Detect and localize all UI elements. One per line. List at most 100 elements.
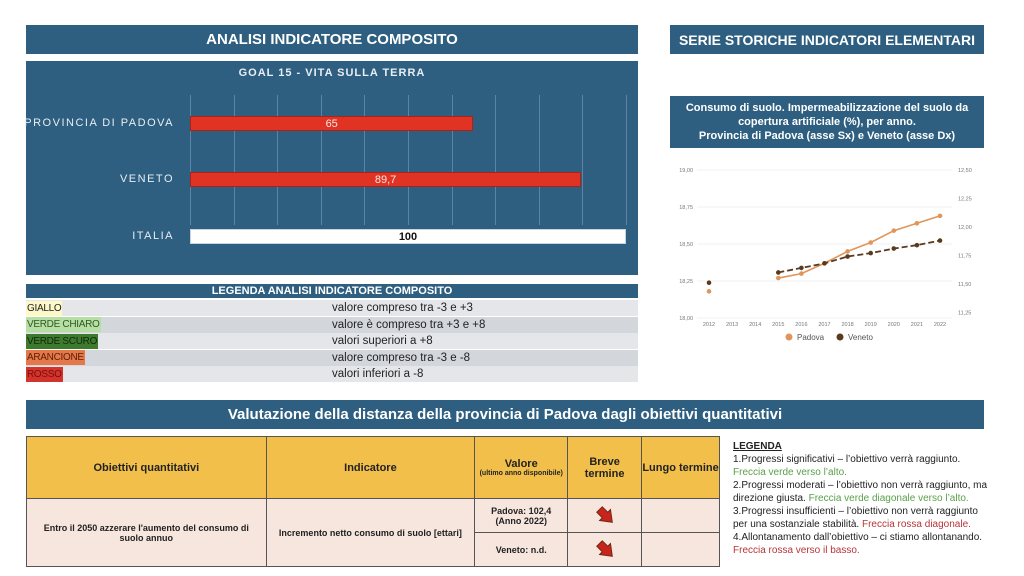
arrow-legend-arrow-description: Freccia verde verso l’alto.	[733, 467, 847, 478]
x-tick-label: 2017	[818, 322, 830, 328]
data-point-veneto	[868, 250, 873, 256]
x-tick-label: 2020	[888, 322, 900, 328]
bar-value-label: 89,7	[374, 173, 397, 186]
arrow-legend-arrow-description: Freccia verde diagonale verso l’alto.	[808, 493, 969, 504]
legend-color-name: VERDE CHIARO	[26, 317, 101, 332]
header-short-term: Breve termine	[567, 436, 643, 499]
long-term-cell-veneto	[641, 532, 720, 567]
data-point-veneto	[822, 261, 827, 266]
y-left-tick-label: 18,25	[679, 279, 693, 285]
arrow-legend-text: 2.Progressi moderati – l’obiettivo non v…	[733, 480, 988, 504]
value-cell-padova: Padova: 102,4 (Anno 2022)	[474, 498, 569, 533]
short-term-cell-veneto	[567, 532, 643, 567]
bar-chart-title: GOAL 15 - VITA SULLA TERRA	[238, 67, 426, 79]
objectives-table: Obiettivi quantitativi Indicatore Valore…	[26, 436, 720, 567]
arrow-legend: LEGENDA 1.Progressi significativi – l’ob…	[733, 440, 995, 557]
bar-gridline	[408, 95, 409, 225]
bar: 100	[190, 229, 626, 244]
legend-color-name: ROSSO	[26, 366, 63, 382]
data-point-padova	[891, 228, 897, 233]
value-cell-veneto: Veneto: n.d.	[474, 532, 569, 567]
header-value: Valore (ultimo anno disponibile)	[474, 436, 569, 499]
data-point-padova	[776, 275, 781, 281]
header-value-sublabel: (ultimo anno disponibile)	[479, 470, 563, 477]
bar: 89,7	[190, 172, 582, 187]
data-point-padova	[706, 289, 712, 294]
legend-row: ARANCIONE valore compreso tra -3 e -8	[26, 349, 638, 366]
line-chart-title-line: Provincia di Padova (asse Sx) e Veneto (…	[698, 130, 956, 142]
x-tick-label: 2015	[772, 322, 784, 328]
series-line-veneto	[778, 239, 941, 274]
legend-row: VERDE CHIARO valore è compreso tra +3 e +…	[26, 316, 638, 333]
bar-value-label: 100	[398, 230, 418, 243]
bar-category-label: ITALIA	[132, 230, 174, 242]
y-left-tick-label: 18,00	[679, 316, 693, 322]
data-point-padova	[914, 220, 920, 226]
arrow-legend-arrow-description: Freccia rossa verso il basso.	[733, 545, 860, 556]
x-tick-label: 2012	[703, 322, 715, 328]
legend-label-padova: Padova	[797, 333, 825, 342]
arrow-legend-item: 1.Progressi significativi – l’obiettivo …	[733, 453, 995, 479]
table-row: Entro il 2050 azzerare l'aumento del con…	[26, 498, 720, 567]
composite-analysis-title: ANALISI INDICATORE COMPOSITO	[26, 25, 638, 54]
data-point-padova	[868, 240, 873, 245]
y-left-tick-label: 19,00	[679, 168, 693, 174]
y-left-tick-label: 18,75	[679, 205, 693, 211]
line-chart-title: Consumo di suolo. Impermeabilizzazione d…	[670, 96, 984, 148]
bar-gridline	[626, 95, 627, 225]
arrow-legend-item: 3.Progressi insufficienti – l’obiettivo …	[733, 505, 995, 531]
data-point-veneto	[891, 246, 897, 251]
y-left-tick-label: 18,50	[679, 242, 693, 248]
short-term-cell-padova	[567, 498, 643, 533]
composite-bar-chart: GOAL 15 - VITA SULLA TERRA PROVINCIA DI …	[24, 61, 638, 275]
y-right-tick-label: 12,25	[958, 196, 972, 202]
red-diagonal-down-arrow-icon	[595, 539, 613, 557]
header-long-term: Lungo termine	[641, 436, 720, 499]
arrow-legend-arrow-description: Freccia rossa diagonale.	[861, 519, 971, 530]
x-tick-label: 2016	[795, 322, 807, 328]
red-diagonal-down-arrow-icon	[595, 505, 613, 523]
data-point-veneto	[776, 270, 781, 275]
legend-description: valore è compreso tra +3 e +8	[332, 318, 486, 331]
bar-gridline	[320, 95, 322, 225]
legend-marker-veneto	[836, 333, 844, 341]
y-right-tick-label: 11,50	[958, 282, 971, 288]
bar-gridline	[582, 95, 584, 225]
objective-cell: Entro il 2050 azzerare l'aumento del con…	[26, 498, 267, 567]
y-right-tick-label: 11,25	[958, 310, 971, 316]
data-point-padova	[799, 271, 804, 276]
header-value-label: Valore	[504, 458, 538, 470]
line-chart-title-line: Consumo di suolo. Impermeabilizzazione d…	[685, 102, 969, 114]
arrow-legend-item: 2.Progressi moderati – l’obiettivo non v…	[733, 479, 995, 505]
long-term-cell-padova	[641, 498, 720, 533]
legend-color-name: GIALLO	[26, 300, 63, 316]
bar-gridline	[495, 95, 497, 225]
x-tick-label: 2022	[934, 322, 946, 328]
arrow-legend-text: 1.Progressi significativi – l’obiettivo …	[733, 454, 961, 465]
arrow-legend-items: 1.Progressi significativi – l’obiettivo …	[733, 453, 995, 557]
x-tick-label: 2019	[865, 322, 877, 328]
bar-category-label: VENETO	[119, 173, 174, 185]
series-line-padova	[778, 215, 941, 279]
legend-marker-padova	[785, 333, 793, 341]
arrow-legend-text: 4.Allontanamento dall’obiettivo – ci sti…	[733, 532, 983, 543]
bar: 65	[190, 116, 474, 131]
data-point-padova	[937, 213, 943, 219]
legend-description: valori inferiori a -8	[332, 368, 424, 380]
bar-gridline	[538, 95, 540, 225]
bar-gridline	[364, 95, 366, 225]
legend-row: GIALLO valore compreso tra -3 e +3	[26, 300, 638, 316]
arrow-legend-text: 3.Progressi insufficienti – l’obiettivo …	[733, 506, 978, 530]
legend-color-name: VERDE SCURO	[26, 333, 99, 349]
x-tick-label: 2013	[726, 322, 738, 328]
y-right-tick-label: 11,75	[958, 253, 971, 259]
bar-gridline	[233, 95, 235, 225]
legend-description: valore compreso tra -3 e +3	[332, 302, 473, 314]
objectives-header-row: Obiettivi quantitativi Indicatore Valore…	[26, 436, 720, 499]
legend-row: ROSSO valori inferiori a -8	[26, 366, 638, 382]
bar-category-label: PROVINCIA DI PADOVA	[24, 117, 174, 129]
objectives-section-title: Valutazione della distanza della provinc…	[26, 400, 984, 429]
legend-label-veneto: Veneto	[848, 333, 873, 342]
header-objective: Obiettivi quantitativi	[26, 436, 267, 499]
composite-legend: LEGENDA ANALISI INDICATORE COMPOSITO GIA…	[26, 284, 638, 382]
